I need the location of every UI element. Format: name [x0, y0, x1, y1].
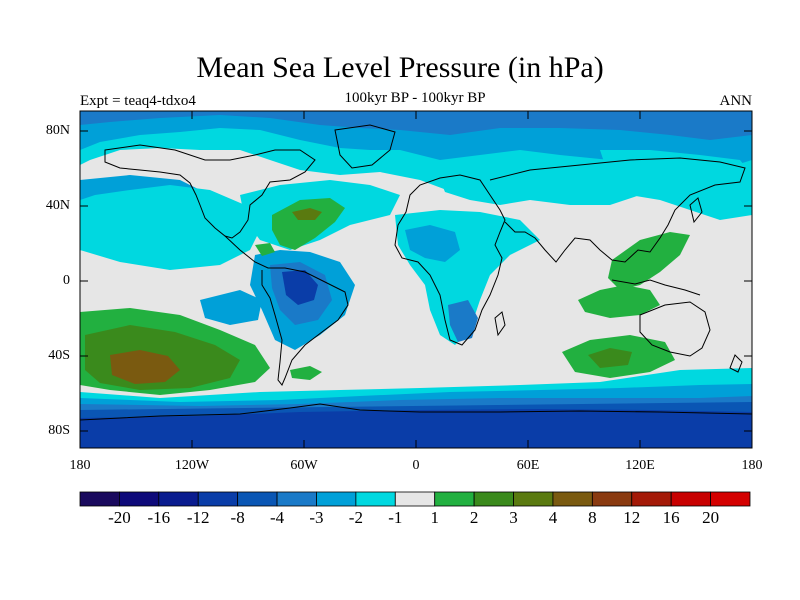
south-africa-light-blue: [448, 300, 478, 342]
antarctica-coast: [80, 403, 752, 421]
axis-ticks: [79, 111, 753, 448]
colorbar-label: 4: [548, 508, 558, 527]
lon-tick-60e: 60E: [516, 458, 540, 473]
experiment-label: Expt = teaq4-tdxo4: [80, 93, 196, 109]
lon-tick-60w: 60W: [290, 458, 318, 473]
south-atlantic-green: [290, 366, 322, 380]
colorbar-label: 16: [662, 508, 680, 527]
period-label: 100kyr BP - 100kyr BP: [344, 90, 486, 106]
lon-tick-180-east: 180: [741, 458, 763, 473]
indian-ocean-green: [578, 285, 660, 318]
colorbar-label: 3: [509, 508, 518, 527]
australia-coast: [639, 301, 711, 357]
greenland-coast: [334, 124, 396, 169]
colorbar-label: -16: [147, 508, 171, 527]
colorbar-swatch: [591, 491, 633, 507]
north-atlantic-olive-core: [292, 208, 322, 220]
caribbean-green: [255, 243, 275, 256]
north-atlantic-green-high: [272, 198, 345, 250]
americas-coast: [224, 235, 349, 386]
colorbar-swatch: [473, 491, 514, 507]
colorbar-swatch: [631, 491, 672, 507]
north-mid-blue-band: [80, 111, 752, 140]
colorbar-swatch: [119, 491, 160, 507]
north-america-coast: [104, 144, 316, 239]
south-america-dark-blue: [282, 270, 318, 305]
east-asia-cyan: [600, 150, 752, 220]
colorbar-label: -8: [230, 508, 245, 527]
eurasia-cyan: [440, 170, 640, 205]
lat-tick-80n: 80N: [45, 123, 70, 138]
lon-tick-180-west: 180: [69, 458, 91, 473]
colorbar-swatch: [237, 491, 278, 507]
north-pacific-cyan: [80, 185, 260, 270]
colorbar-label: 2: [469, 508, 479, 527]
east-pacific-light-blue: [200, 290, 262, 325]
colorbar-swatch: [316, 491, 357, 507]
map-title: Mean Sea Level Pressure (in hPa): [196, 51, 604, 84]
lat-tick-80s: 80S: [48, 423, 70, 438]
coastlines: [80, 124, 752, 421]
colorbar-swatch: [394, 491, 436, 507]
colorbar-swatch: [355, 491, 396, 507]
africa-light-blue: [405, 225, 460, 262]
lat-tick-40n: 40N: [45, 198, 70, 213]
lat-tick-0: 0: [63, 273, 70, 288]
west-pacific-green: [608, 232, 690, 290]
colorbar: [79, 491, 751, 507]
colorbar-label: 12: [623, 508, 641, 527]
lat-tick-40s: 40S: [48, 348, 70, 363]
colorbar-swatch: [710, 491, 751, 507]
colorbar-label: -2: [348, 508, 363, 527]
indonesia-coast: [611, 279, 701, 296]
colorbar-label: -3: [309, 508, 324, 527]
colorbar-swatch: [197, 491, 239, 507]
south-pacific-brown-core: [110, 350, 180, 384]
asia-coast: [489, 157, 746, 263]
colorbar-label: -4: [269, 508, 285, 527]
colorbar-swatch: [513, 491, 554, 507]
colorbar-label: -20: [108, 508, 131, 527]
madagascar-coast: [494, 311, 506, 337]
colorbar-swatch: [276, 491, 317, 507]
colorbar-swatch: [552, 491, 593, 507]
colorbar-label: 8: [588, 508, 597, 527]
colorbar-label: 20: [702, 508, 720, 527]
lon-tick-120w: 120W: [174, 458, 210, 473]
new-zealand-coast: [729, 354, 743, 373]
colorbar-label: -1: [388, 508, 403, 527]
colorbar-swatch: [670, 491, 711, 507]
colorbar-swatch: [158, 491, 199, 507]
europe-africa-coast: [394, 174, 506, 346]
antarctic-dark-blue: [80, 409, 752, 448]
colorbar-swatch: [79, 491, 120, 507]
lon-tick-0: 0: [412, 458, 420, 473]
japan-coast: [689, 197, 703, 224]
colorbar-label: 1: [430, 508, 439, 527]
lon-tick-120e: 120E: [625, 458, 655, 473]
south-indian-olive-core: [588, 348, 632, 368]
map-field: [80, 111, 752, 448]
colorbar-swatch: [434, 491, 475, 507]
season-label: ANN: [719, 93, 753, 109]
colorbar-label: -12: [186, 508, 210, 527]
